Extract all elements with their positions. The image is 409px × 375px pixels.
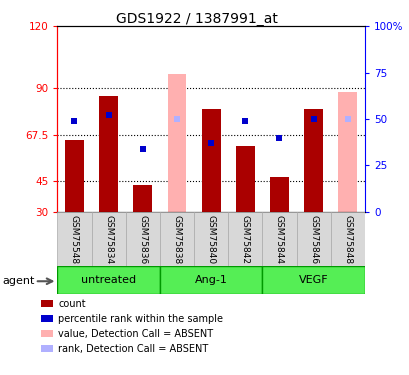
Bar bbox=[303, 109, 322, 212]
Bar bbox=[133, 185, 152, 212]
Bar bbox=[57, 266, 160, 294]
Text: GSM75836: GSM75836 bbox=[138, 214, 147, 264]
Text: count: count bbox=[58, 299, 85, 309]
Bar bbox=[193, 212, 228, 266]
Text: percentile rank within the sample: percentile rank within the sample bbox=[58, 314, 222, 324]
Text: GSM75846: GSM75846 bbox=[308, 214, 317, 264]
Text: GSM75844: GSM75844 bbox=[274, 214, 283, 264]
Bar bbox=[65, 140, 84, 212]
Bar bbox=[228, 212, 262, 266]
Bar bbox=[57, 212, 91, 266]
Text: GDS1922 / 1387991_at: GDS1922 / 1387991_at bbox=[116, 12, 277, 26]
Bar bbox=[160, 266, 262, 294]
Text: GSM75848: GSM75848 bbox=[342, 214, 351, 264]
Bar bbox=[337, 92, 356, 212]
Text: VEGF: VEGF bbox=[298, 275, 328, 285]
Text: rank, Detection Call = ABSENT: rank, Detection Call = ABSENT bbox=[58, 344, 208, 354]
Bar bbox=[330, 212, 364, 266]
Bar bbox=[235, 146, 254, 212]
Text: GSM75840: GSM75840 bbox=[206, 214, 215, 264]
Bar bbox=[262, 266, 364, 294]
Bar bbox=[91, 212, 126, 266]
Bar bbox=[167, 74, 186, 212]
Text: untreated: untreated bbox=[81, 275, 136, 285]
Text: value, Detection Call = ABSENT: value, Detection Call = ABSENT bbox=[58, 329, 213, 339]
Bar bbox=[201, 109, 220, 212]
Bar bbox=[270, 177, 288, 212]
Bar bbox=[160, 212, 193, 266]
Text: Ang-1: Ang-1 bbox=[194, 275, 227, 285]
Text: GSM75842: GSM75842 bbox=[240, 214, 249, 264]
Bar bbox=[262, 212, 296, 266]
Text: GSM75838: GSM75838 bbox=[172, 214, 181, 264]
Bar bbox=[296, 212, 330, 266]
Bar bbox=[99, 96, 118, 212]
Text: GSM75834: GSM75834 bbox=[104, 214, 113, 264]
Bar bbox=[126, 212, 160, 266]
Text: GSM75548: GSM75548 bbox=[70, 214, 79, 264]
Text: agent: agent bbox=[2, 276, 34, 286]
